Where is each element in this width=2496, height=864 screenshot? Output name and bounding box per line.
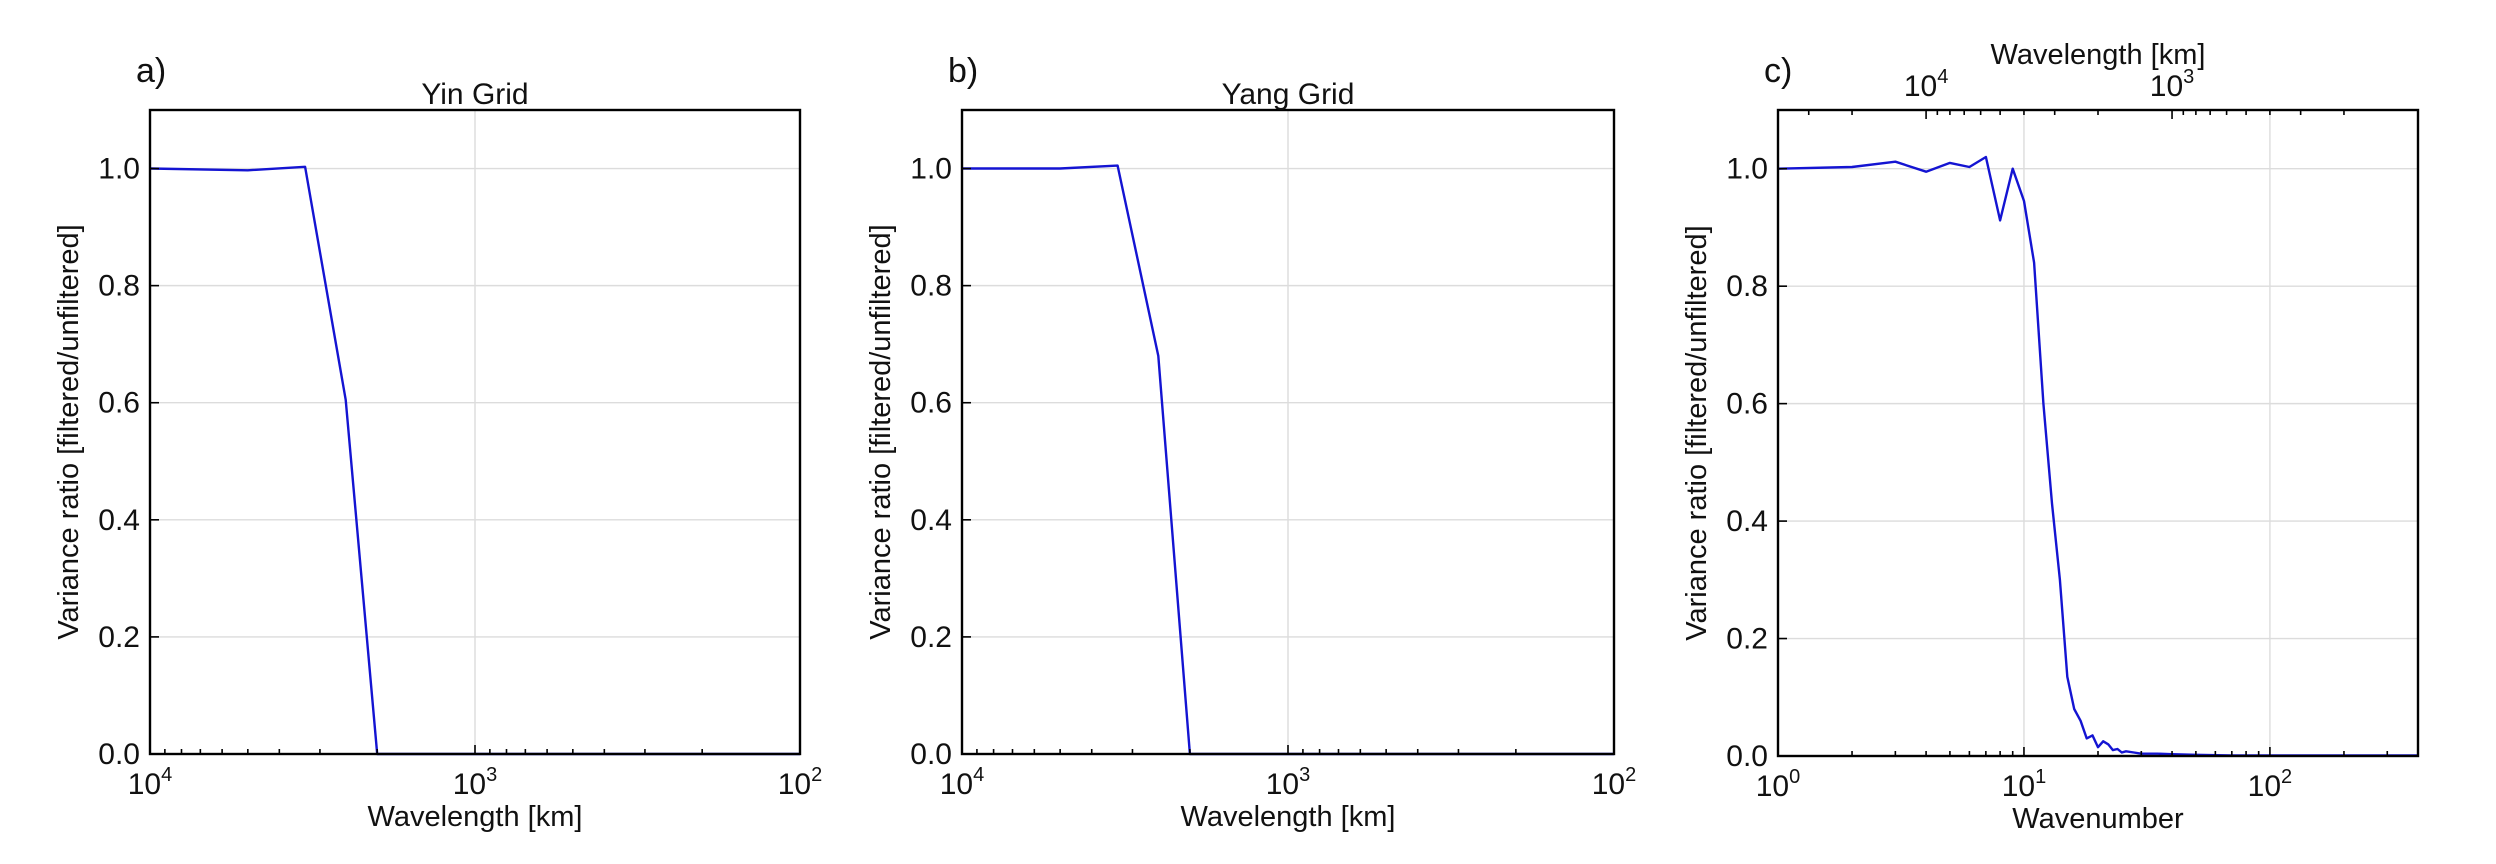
y-tick-label: 1.0	[1726, 153, 1768, 186]
y-tick-label: 0.0	[1726, 740, 1768, 773]
y-tick-label: 0.4	[1726, 505, 1768, 538]
x-tick-label: 101	[2002, 766, 2047, 803]
panel-title: Yin Grid	[421, 78, 528, 111]
y-tick-label: 0.0	[98, 738, 140, 771]
y-tick-label: 0.0	[910, 738, 952, 771]
top-tick-label: 103	[2150, 66, 2195, 103]
x-axis-label: Wavenumber	[2012, 803, 2184, 835]
x-axis-label: Wavelength [km]	[368, 801, 583, 833]
y-tick-label: 0.8	[910, 270, 952, 303]
panel-title: Yang Grid	[1222, 78, 1355, 111]
series-line	[1777, 155, 2418, 757]
y-tick-label: 0.2	[98, 621, 140, 654]
top-tick-label: 104	[1904, 66, 1949, 103]
panel-label: a)	[136, 52, 166, 90]
y-tick-label: 0.4	[910, 504, 952, 537]
panel-1: 104 103 102 0.0 0.2 0.4 0.6 0.8 1.0 Wavelength [k…	[53, 52, 822, 833]
y-tick-label: 0.4	[98, 504, 140, 537]
x-tick-label: 103	[453, 764, 498, 801]
y-tick-label: 0.6	[1726, 388, 1768, 421]
y-tick-label: 0.2	[1726, 623, 1768, 656]
y-tick-label: 0.8	[98, 270, 140, 303]
plot-frame	[1776, 108, 2420, 758]
x-tick-label: 104	[128, 764, 173, 801]
x-tick-label: 102	[1592, 764, 1637, 801]
x-tick-label: 103	[1266, 764, 1311, 801]
y-tick-label: 0.6	[910, 387, 952, 420]
y-axis-label: Variance ratio [filtered/unfiltered]	[1681, 225, 1713, 640]
x-tick-label: 100	[1756, 766, 1801, 803]
panel-2: 104 103 102 0.0 0.2 0.4 0.6 0.8 1.0 Wavelength [k…	[865, 52, 1636, 833]
y-axis-label: Variance ratio [filtered/unfiltered]	[865, 224, 897, 639]
y-tick-label: 0.6	[98, 387, 140, 420]
panel-label: b)	[948, 52, 978, 90]
top-axis-label: Wavelength [km]	[1991, 39, 2206, 71]
panel-3: 100 101 102 0.0 0.2 0.4 0.6 0.8 1.0 Wavenumber Var…	[1681, 39, 2420, 835]
x-axis-label: Wavelength [km]	[1181, 801, 1396, 833]
x-tick-label: 102	[2248, 766, 2293, 803]
y-tick-label: 1.0	[98, 153, 140, 186]
y-tick-label: 1.0	[910, 153, 952, 186]
x-tick-label: 104	[940, 764, 985, 801]
y-tick-label: 0.2	[910, 621, 952, 654]
panel-label: c)	[1764, 52, 1792, 90]
y-axis-label: Variance ratio [filtered/unfiltered]	[53, 224, 85, 639]
y-tick-label: 0.8	[1726, 270, 1768, 303]
x-tick-label: 102	[778, 764, 823, 801]
